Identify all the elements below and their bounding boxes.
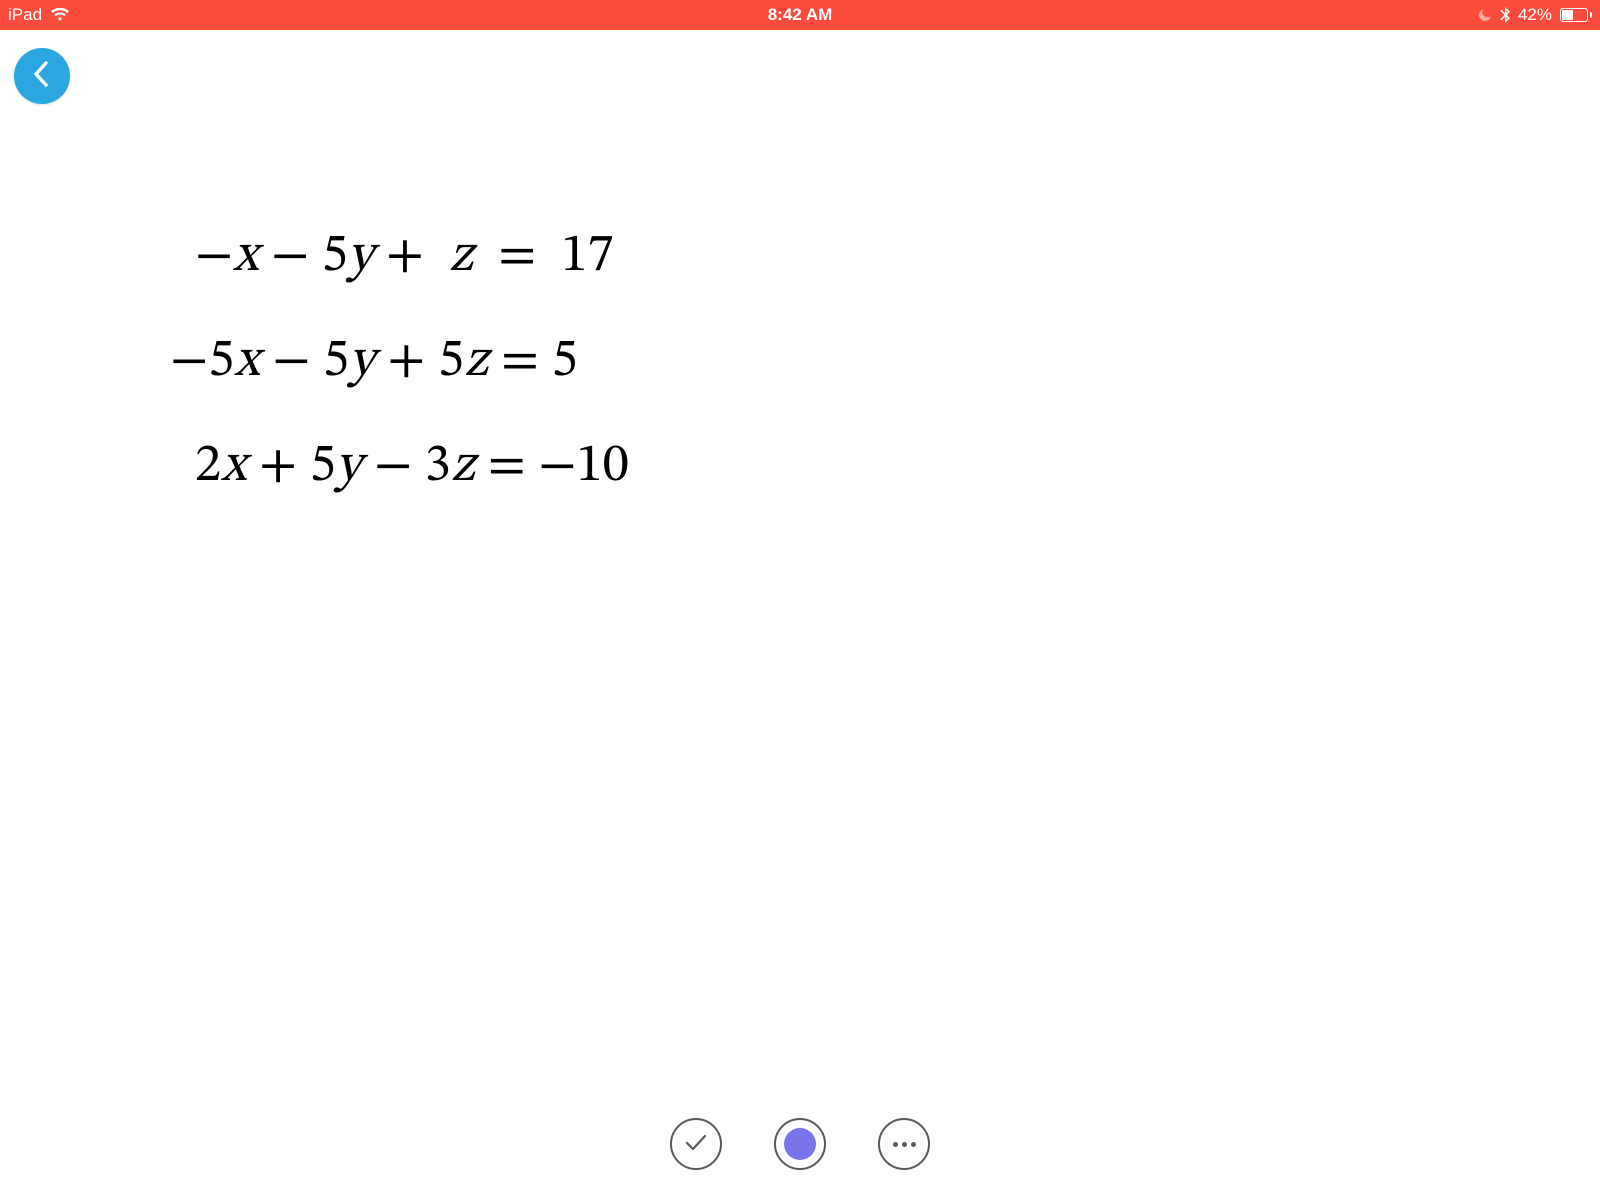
chevron-left-icon bbox=[31, 60, 53, 93]
equation-block: −x − 5y + z = 17 −5x − 5y + 5z = 5 2x + … bbox=[170, 230, 629, 493]
wifi-icon bbox=[50, 8, 70, 22]
more-button[interactable] bbox=[878, 1118, 930, 1170]
battery-fill bbox=[1562, 10, 1573, 20]
record-icon bbox=[784, 1128, 816, 1160]
battery-icon bbox=[1560, 8, 1592, 22]
status-time: 8:42 AM bbox=[768, 5, 833, 25]
moon-icon bbox=[1478, 8, 1492, 22]
battery-percent: 42% bbox=[1518, 5, 1552, 25]
check-icon bbox=[682, 1128, 710, 1161]
status-left: iPad bbox=[8, 5, 70, 25]
bluetooth-icon bbox=[1500, 7, 1510, 23]
device-label: iPad bbox=[8, 5, 42, 25]
check-button[interactable] bbox=[670, 1118, 722, 1170]
status-bar: iPad 8:42 AM 42% bbox=[0, 0, 1600, 30]
equation-row: −5x − 5y + 5z = 5 bbox=[170, 335, 629, 388]
check-path bbox=[687, 1136, 705, 1149]
record-button[interactable] bbox=[774, 1118, 826, 1170]
more-icon bbox=[893, 1142, 916, 1147]
status-right: 42% bbox=[1478, 5, 1592, 25]
back-button[interactable] bbox=[14, 48, 70, 104]
equation-row: −x − 5y + z = 17 bbox=[170, 230, 629, 283]
equation-row: 2x + 5y − 3z = −10 bbox=[170, 440, 629, 493]
bottom-toolbar bbox=[670, 1118, 930, 1170]
